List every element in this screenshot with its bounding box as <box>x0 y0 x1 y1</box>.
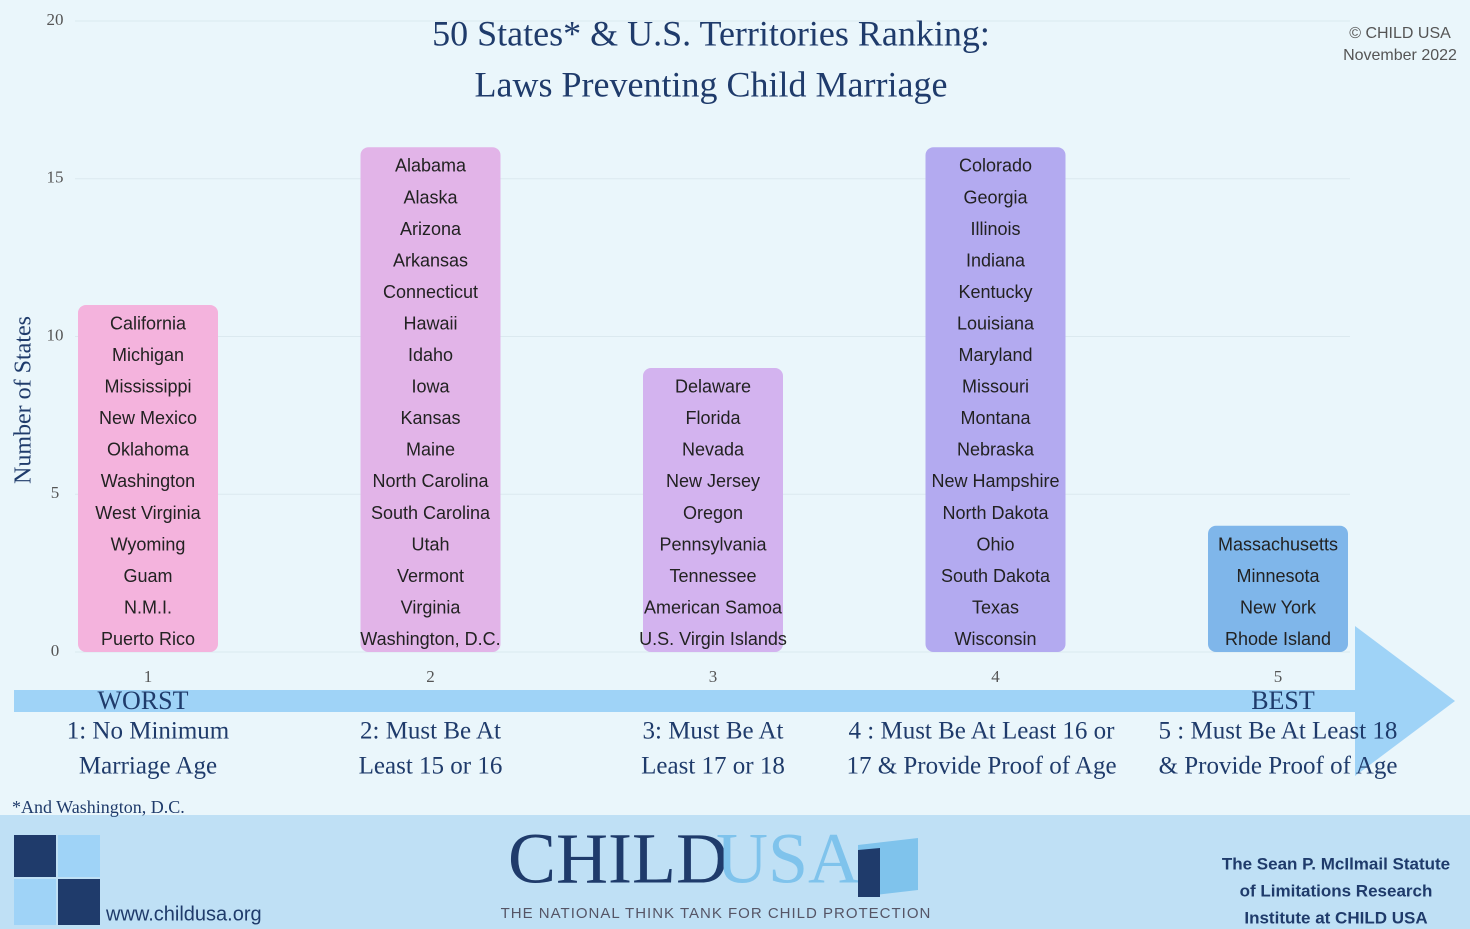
bar-item-label: South Dakota <box>941 566 1051 586</box>
bar-item-label: Washington <box>101 471 195 491</box>
category-description: 4 : Must Be At Least 16 or <box>849 718 1116 745</box>
x-tick-label: 5 <box>1274 667 1283 686</box>
logo-child: CHILD <box>508 819 728 899</box>
bar-item-label: Nebraska <box>957 440 1035 460</box>
footnote: *And Washington, D.C. <box>12 797 185 817</box>
institute: Institute at CHILD USA <box>1244 908 1427 927</box>
category-description: Marriage Age <box>79 753 217 780</box>
page: {"chart_data": { "type": "bar", "title_l… <box>0 0 1470 929</box>
bar-item-label: West Virginia <box>95 503 201 523</box>
bar-item-label: Kansas <box>400 408 460 428</box>
copyright: © CHILD USA <box>1349 25 1451 42</box>
bar-item-label: Delaware <box>675 377 751 397</box>
bar-item-label: Idaho <box>408 345 453 365</box>
category-description: 2: Must Be At <box>360 718 501 745</box>
x-tick-label: 4 <box>991 667 1000 686</box>
category-description: 17 & Provide Proof of Age <box>846 753 1116 780</box>
bar-item-label: Washington, D.C. <box>360 629 500 649</box>
bar-item-label: Colorado <box>959 156 1032 176</box>
worst-label: WORST <box>98 686 189 715</box>
bar-item-label: Tennessee <box>669 566 756 586</box>
bar-item-label: American Samoa <box>644 597 783 617</box>
x-tick-label: 3 <box>709 667 718 686</box>
institute: of Limitations Research <box>1240 881 1433 900</box>
logo-usa: USA <box>716 819 860 899</box>
y-axis-label: Number of States <box>11 316 37 484</box>
bar-item-label: N.M.I. <box>124 597 172 617</box>
bar-item-label: U.S. Virgin Islands <box>639 629 787 649</box>
bar-item-label: Alaska <box>403 187 458 207</box>
bar-item-label: California <box>110 313 187 333</box>
bar-item-label: Hawaii <box>403 313 457 333</box>
bar-item-label: Connecticut <box>383 282 478 302</box>
bar-item-label: Puerto Rico <box>101 629 195 649</box>
best-label: BEST <box>1251 686 1315 715</box>
bar-item-label: South Carolina <box>371 503 491 523</box>
chart-title: Laws Preventing Child Marriage <box>475 64 948 104</box>
bar-item-label: Guam <box>123 566 172 586</box>
bar-item-label: Wyoming <box>111 534 186 554</box>
date: November 2022 <box>1343 47 1457 64</box>
bar-item-label: Montana <box>960 408 1031 428</box>
bar-item-label: Georgia <box>963 187 1028 207</box>
bar-item-label: North Dakota <box>942 503 1049 523</box>
bar-item-label: Utah <box>411 534 449 554</box>
y-tick-label: 0 <box>51 641 60 660</box>
bar-item-label: Maryland <box>958 345 1032 365</box>
category-description: 1: No Minimum <box>67 718 230 745</box>
y-tick-label: 15 <box>47 168 64 187</box>
bar-item-label: Massachusetts <box>1218 534 1338 554</box>
bar-item-label: Wisconsin <box>954 629 1036 649</box>
y-tick-label: 5 <box>51 483 60 502</box>
bar-item-label: Rhode Island <box>1225 629 1331 649</box>
bar-item-label: Oregon <box>683 503 743 523</box>
category-description: Least 15 or 16 <box>359 753 503 780</box>
bar-item-label: Michigan <box>112 345 184 365</box>
logo-flag <box>858 838 918 897</box>
bar-item-label: Florida <box>685 408 741 428</box>
bar-item-label: New York <box>1240 597 1317 617</box>
bar-item-label: Alabama <box>395 156 467 176</box>
chart: 50 States* & U.S. Territories Ranking: L… <box>0 0 1470 929</box>
bar-item-label: Vermont <box>397 566 464 586</box>
bar-item-label: Louisiana <box>957 313 1035 333</box>
bar-item-label: Pennsylvania <box>659 534 767 554</box>
bar-item-label: Virginia <box>401 597 462 617</box>
bar-item-label: New Hampshire <box>931 471 1059 491</box>
bar-item-label: Illinois <box>970 219 1020 239</box>
bar-item-label: Texas <box>972 597 1019 617</box>
bar-item-label: Missouri <box>962 377 1029 397</box>
bar-item-label: Ohio <box>976 534 1014 554</box>
bar-item-label: Mississippi <box>104 377 191 397</box>
chart-title: 50 States* & U.S. Territories Ranking: <box>432 13 990 53</box>
bar-item-label: Iowa <box>411 377 450 397</box>
bar-item-label: New Jersey <box>666 471 760 491</box>
bar-item-label: Arizona <box>400 219 462 239</box>
bar-item-label: Kentucky <box>958 282 1032 302</box>
bar-item-label: Maine <box>406 440 455 460</box>
tagline: THE NATIONAL THINK TANK FOR CHILD PROTEC… <box>501 905 932 922</box>
bar-item-label: Indiana <box>966 250 1026 270</box>
bar-item-label: Oklahoma <box>107 440 190 460</box>
bar-item-label: Minnesota <box>1236 566 1320 586</box>
category-description: 3: Must Be At <box>643 718 784 745</box>
x-tick-label: 1 <box>144 667 153 686</box>
institute: The Sean P. McIlmail Statute <box>1222 854 1450 873</box>
bar-item-label: Nevada <box>682 440 745 460</box>
website: www.childusa.org <box>105 903 262 925</box>
bar-item-label: Arkansas <box>393 250 468 270</box>
y-tick-label: 20 <box>47 10 64 29</box>
x-tick-label: 2 <box>426 667 435 686</box>
category-description: 5 : Must Be At Least 18 <box>1159 718 1398 745</box>
category-description: Least 17 or 18 <box>641 753 785 780</box>
y-tick-label: 10 <box>47 325 64 344</box>
category-description: & Provide Proof of Age <box>1159 753 1398 780</box>
bar-item-label: New Mexico <box>99 408 197 428</box>
bar-item-label: North Carolina <box>372 471 489 491</box>
